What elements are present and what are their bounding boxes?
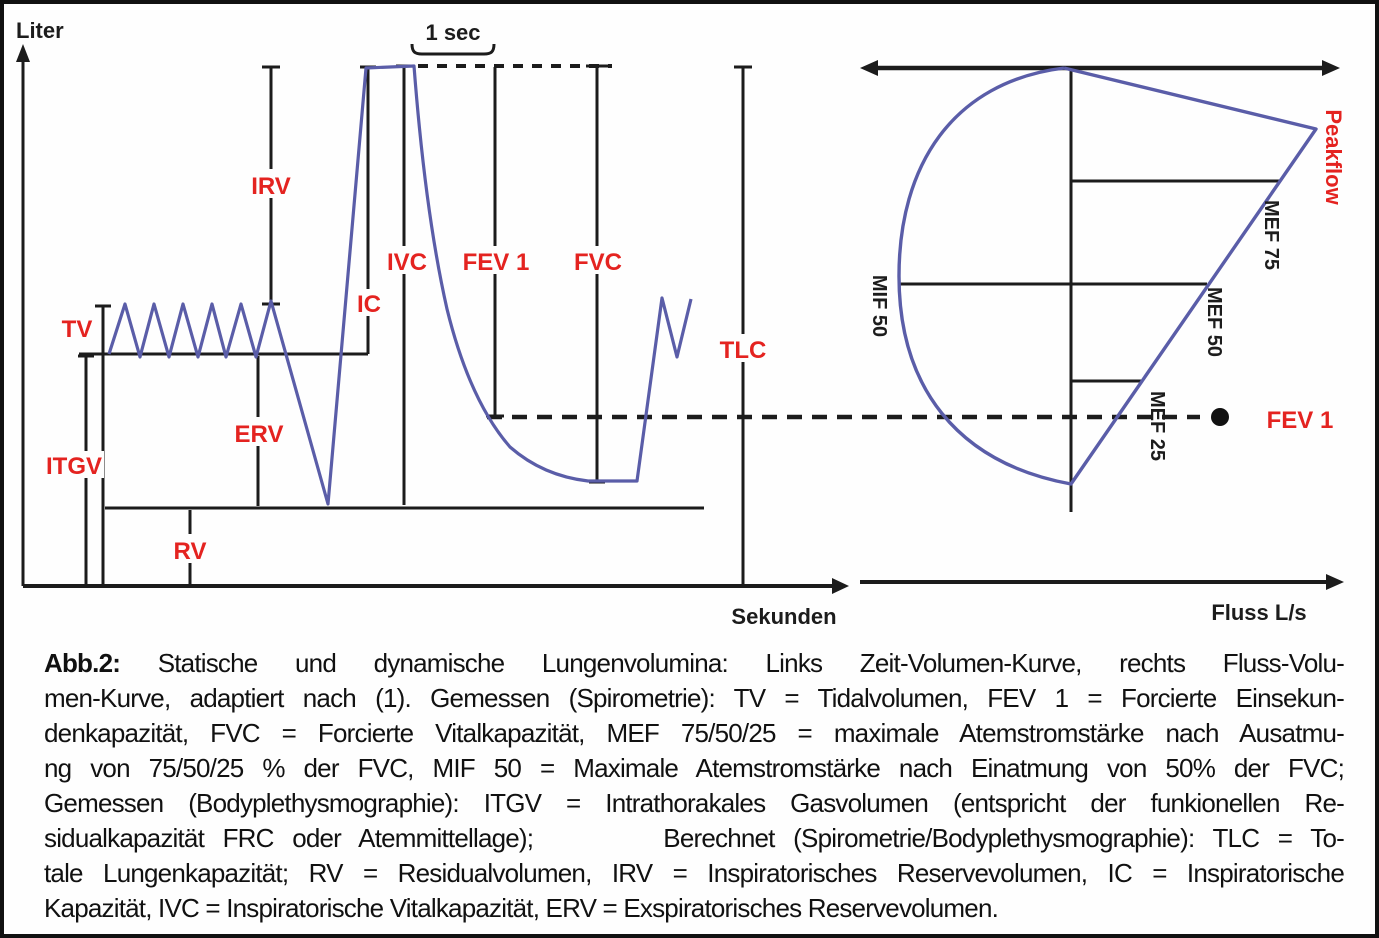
caption-line: Gemessen (Bodyplethysmographie): ITGV = …	[44, 788, 1345, 818]
caption-line: ng von 75/50/25 % der FVC, MIF 50 = Maxi…	[44, 753, 1345, 783]
rv-label: RV	[174, 538, 207, 565]
erv-label: ERV	[235, 421, 284, 448]
mif50-label: MIF 50	[868, 275, 890, 337]
figure-caption: Abb.2: Statische und dynamische Lungenvo…	[44, 646, 1345, 926]
itgv-label: ITGV	[46, 453, 102, 480]
caption-line: Abb.2: Statische und dynamische Lungenvo…	[44, 646, 1345, 681]
fev1-point-label: FEV 1	[1267, 407, 1334, 434]
caption-line: tale Lungenkapazität; RV = Residualvolum…	[44, 858, 1345, 888]
fev1-point	[1211, 408, 1229, 426]
mef75-label: MEF 75	[1260, 200, 1282, 270]
arrow-right-icon	[1326, 574, 1344, 590]
caption-line: men-Kurve, adaptiert nach (1). Gemessen …	[44, 683, 1345, 713]
tlc-marker	[734, 65, 752, 586]
flow-axis	[860, 574, 1344, 590]
volume-double-arrow	[860, 60, 1340, 76]
one-sec-bracket	[410, 43, 496, 56]
peakflow-label: Peakflow	[1321, 109, 1346, 205]
arrow-left-icon	[860, 60, 878, 76]
tlc-label: TLC	[720, 337, 767, 364]
time-volume-labels: Liter Sekunden 1 sec TV ITGV IRV ERV RV …	[16, 18, 837, 629]
caption-line: sidualkapazität FRC oder Atemmittellage)…	[44, 823, 1345, 853]
tv-marker	[95, 304, 111, 586]
ivc-label: IVC	[387, 249, 427, 276]
mef25-label: MEF 25	[1146, 391, 1168, 461]
irv-label: IRV	[251, 173, 291, 200]
flow-volume-chart	[860, 60, 1344, 590]
fluss-axis-label: Fluss L/s	[1211, 600, 1306, 625]
lung-volumes-diagram: Liter Sekunden 1 sec TV ITGV IRV ERV RV …	[16, 18, 1346, 629]
fev1-marker	[486, 67, 504, 418]
figure-number: Abb.2:	[44, 648, 121, 678]
caption-line: denkapazität, FVC = Forcierte Vitalkapaz…	[44, 718, 1345, 748]
time-volume-chart	[16, 43, 1200, 594]
time-axis	[23, 578, 849, 594]
mef50-label: MEF 50	[1203, 287, 1225, 357]
caption-line: Kapazität, IVC = Inspiratorische Vitalka…	[44, 893, 999, 923]
arrow-right-icon	[832, 578, 849, 594]
liter-axis-label: Liter	[16, 18, 64, 43]
ivc-marker	[396, 64, 412, 505]
fev1-label: FEV 1	[463, 249, 530, 276]
arrow-right-icon	[1322, 60, 1340, 76]
arrow-up-icon	[16, 44, 30, 62]
sekunden-axis-label: Sekunden	[731, 604, 836, 629]
volume-axis	[16, 44, 30, 586]
caption-text: Statische und dynamische Lungenvolumina:…	[157, 648, 1345, 678]
one-sec-label: 1 sec	[425, 20, 480, 45]
spirogram-curve	[107, 64, 693, 506]
flow-volume-labels: Peakflow MEF 75 MEF 50 MEF 25 MIF 50 FEV…	[868, 109, 1346, 625]
tv-label: TV	[62, 316, 93, 343]
fvc-label: FVC	[574, 249, 622, 276]
flow-volume-loop	[897, 66, 1318, 486]
ic-label: IC	[357, 291, 381, 318]
